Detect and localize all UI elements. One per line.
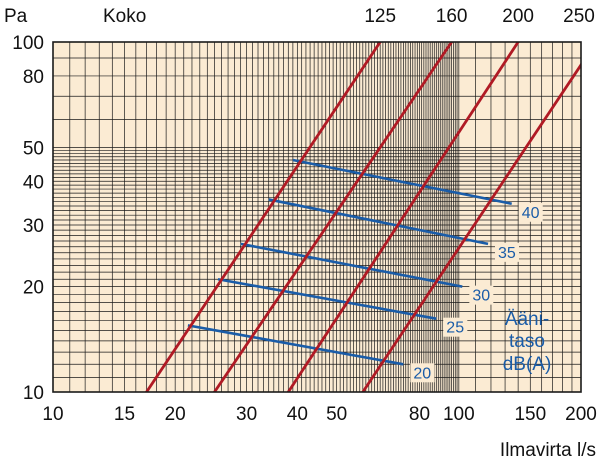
y-tick-label: 100: [12, 33, 44, 54]
size-line-250: [361, 62, 581, 392]
sound-level-title-line-2: taso: [509, 331, 545, 352]
x-tick-label: 50: [326, 404, 347, 425]
sound-level-line-40: [292, 158, 512, 206]
y-tick-label: 10: [23, 383, 44, 404]
y-tick-label: 20: [23, 278, 44, 299]
x-tick-label: 100: [443, 404, 475, 425]
size-line-160: [212, 42, 454, 392]
x-tick-label: 10: [42, 404, 63, 425]
size-header: Koko: [103, 6, 146, 27]
x-tick-label: 200: [565, 404, 597, 425]
size-label-160: 160: [436, 6, 468, 27]
sound-level-line-35: [268, 198, 489, 246]
sound-level-label-30: 30: [472, 288, 490, 305]
plot-background: [53, 42, 581, 392]
x-tick-label: 30: [236, 404, 257, 425]
sound-level-label-bg: [443, 317, 468, 337]
sound-level-line-20: [187, 324, 404, 366]
x-tick-label: 20: [165, 404, 186, 425]
sound-level-label-20: 20: [413, 365, 431, 382]
sound-level-title-line-1: Ääni-: [505, 309, 549, 330]
sound-level-label-40: 40: [522, 205, 540, 222]
sound-level-title: Ääni- taso dB(A): [503, 309, 552, 375]
series-lines: [144, 42, 581, 392]
x-tick-label: 40: [287, 404, 308, 425]
x-axis-label: Ilmavirta l/s: [500, 440, 596, 461]
sound-level-label-bg: [469, 285, 494, 305]
size-label-200: 200: [502, 6, 534, 27]
sound-level-label-bg: [410, 363, 435, 383]
y-tick-label: 30: [23, 216, 44, 237]
sound-level-label-35: 35: [498, 245, 516, 262]
sound-level-line-25: [217, 277, 437, 320]
y-tick-label: 50: [23, 138, 44, 159]
size-label-250: 250: [563, 6, 595, 27]
sound-level-label-25: 25: [446, 320, 464, 337]
x-tick-label: 150: [514, 404, 546, 425]
x-tick-label: 80: [409, 404, 430, 425]
y-tick-label: 80: [23, 67, 44, 88]
plot-frame: [52, 41, 582, 393]
y-axis-label: Pa: [4, 6, 28, 27]
y-tick-label: 40: [23, 172, 44, 193]
sound-level-line-30: [240, 242, 463, 288]
sound-level-label-bg: [495, 242, 520, 262]
x-tick-label: 15: [114, 404, 135, 425]
sound-level-title-line-3: dB(A): [503, 354, 552, 375]
labels: 10 15 20 30 40 50 80 100 150 200 10 20 30 40 50 80 100 20…: [12, 6, 597, 425]
sound-level-label-bg: [518, 202, 543, 222]
size-line-125: [144, 42, 382, 392]
grid: [53, 42, 581, 392]
size-line-200: [286, 42, 520, 392]
size-label-125: 125: [364, 6, 396, 27]
